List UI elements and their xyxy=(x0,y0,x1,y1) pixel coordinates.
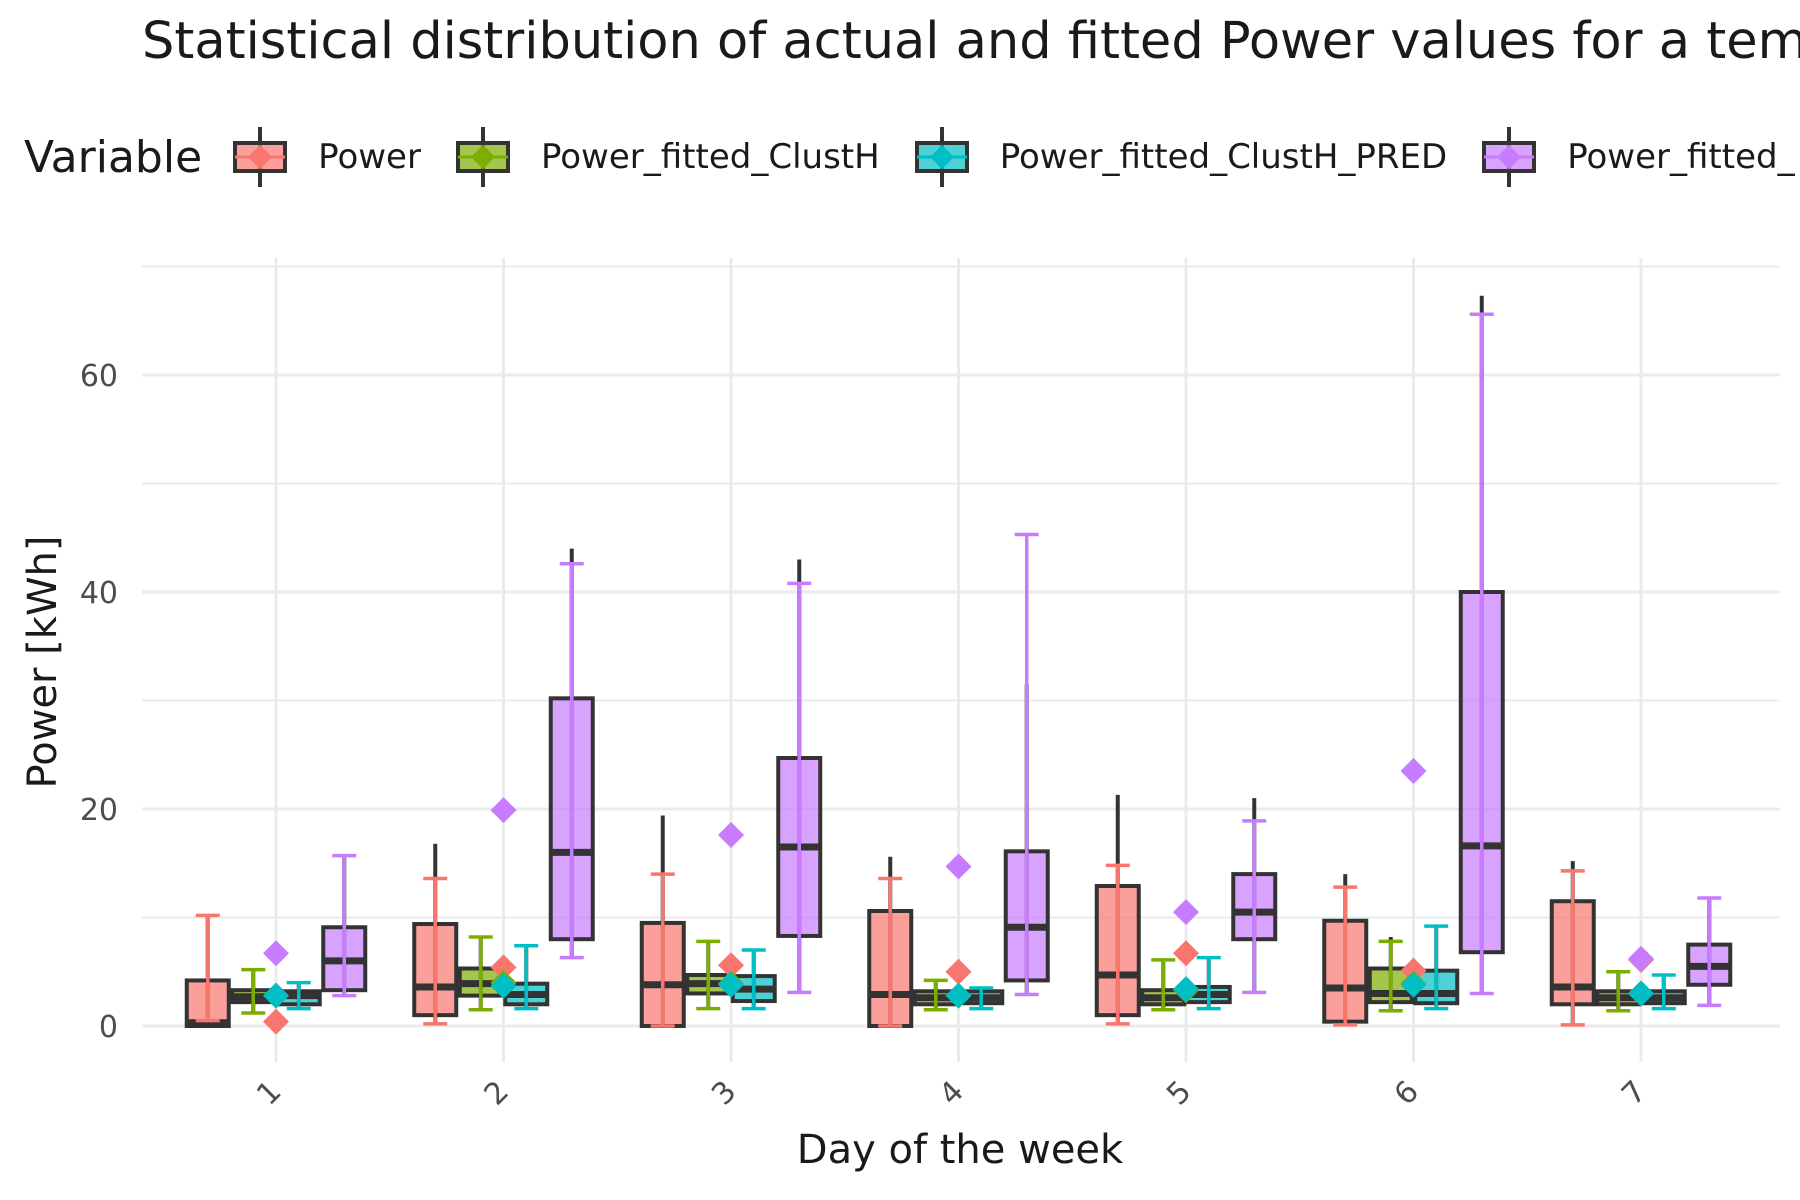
box-layer xyxy=(184,295,1733,1035)
legend-key xyxy=(233,127,288,187)
legend-item: Power_fitted_ xyxy=(1481,126,1795,188)
y-tick-label: 60 xyxy=(80,359,118,394)
mean-marker xyxy=(945,982,972,1009)
box-Power_fitted_ClustH_PRED-6 xyxy=(1413,924,1460,1011)
mean-marker xyxy=(1628,945,1654,972)
box-Power_fitted_-1 xyxy=(321,853,368,998)
mean-marker xyxy=(718,822,744,849)
box-Power_fitted_-7 xyxy=(1686,896,1733,1008)
mean-marker xyxy=(490,954,517,981)
mean-marker xyxy=(718,952,744,979)
box-Power-2 xyxy=(412,843,459,1026)
mean-marker xyxy=(1628,980,1654,1007)
box-Power_fitted_-2 xyxy=(548,548,595,960)
mean-marker xyxy=(490,972,517,999)
box-Power_fitted_-4 xyxy=(1003,532,1050,997)
box-Power-5 xyxy=(1094,794,1141,1026)
x-axis-title: Day of the week xyxy=(797,1127,1124,1173)
mean-marker xyxy=(490,797,517,824)
x-tick-label: 3 xyxy=(705,1074,743,1112)
legend-item: Power_fitted_ClustH_PRED xyxy=(914,126,1448,188)
box-Power_fitted_ClustH_PRED-5 xyxy=(1185,955,1232,1011)
mean-marker xyxy=(718,971,744,998)
legend-label: Power xyxy=(318,137,421,177)
mean-marker xyxy=(1400,957,1427,984)
box-Power_fitted_-5 xyxy=(1231,798,1278,995)
box-Power_fitted_ClustH_PRED-2 xyxy=(503,943,550,1011)
grid-lines xyxy=(142,258,1780,1062)
box-Power_fitted_-3 xyxy=(776,559,823,995)
legend-label: Power_fitted_ xyxy=(1567,137,1795,177)
y-tick-label: 0 xyxy=(99,1010,118,1045)
mean-marker xyxy=(1400,758,1427,785)
legend-items: Power Power_fitted_ClustH Power_fitted_Clu… xyxy=(232,126,1800,188)
x-tick-label: 7 xyxy=(1615,1074,1653,1112)
y-tick-label: 20 xyxy=(80,793,118,828)
x-tick-label: 6 xyxy=(1388,1074,1426,1112)
x-tick-label: 4 xyxy=(933,1074,971,1112)
box-Power_fitted_ClustH_PRED-3 xyxy=(730,948,777,1011)
mean-marker xyxy=(945,958,972,985)
mean-marker xyxy=(1173,976,1199,1003)
y-axis-title: Power [kWh] xyxy=(20,536,66,789)
legend: Variable Power Power_fitted_ClustH Power_f… xyxy=(24,122,1800,192)
legend-key xyxy=(455,127,510,187)
chart-title: Statistical distribution of actual and f… xyxy=(142,12,1800,71)
mean-marker xyxy=(1173,899,1199,926)
box-Power_fitted_ClustH-5 xyxy=(1140,958,1187,1012)
box-Power_fitted_ClustH-2 xyxy=(457,935,504,1012)
mean-marker xyxy=(1400,971,1427,998)
legend-title: Variable xyxy=(24,131,203,183)
x-tick-label: 5 xyxy=(1160,1074,1198,1112)
legend-label: Power_fitted_ClustH_PRED xyxy=(999,137,1448,177)
box-Power_fitted_ClustH-3 xyxy=(685,939,732,1011)
box-Power-4 xyxy=(867,856,914,1028)
legend-item: Power xyxy=(232,126,421,188)
box-Power_fitted_ClustH_PRED-7 xyxy=(1640,973,1687,1011)
mean-marker xyxy=(945,853,972,880)
x-tick-label: 2 xyxy=(478,1074,516,1112)
legend-key xyxy=(914,127,969,187)
legend-key xyxy=(1482,127,1537,187)
legend-item: Power_fitted_ClustH xyxy=(455,126,880,188)
mean-marker xyxy=(1173,940,1199,967)
box-Power-3 xyxy=(639,815,686,1028)
box-Power_fitted_-6 xyxy=(1458,295,1505,996)
y-tick-label: 40 xyxy=(80,576,118,611)
legend-label: Power_fitted_ClustH xyxy=(540,137,880,177)
box-Power_fitted_ClustH-4 xyxy=(912,978,959,1012)
box-Power-1 xyxy=(184,913,231,1028)
mean-marker xyxy=(263,940,289,967)
box-Power-6 xyxy=(1322,874,1369,1027)
box-Power-7 xyxy=(1549,861,1596,1027)
mean-marker xyxy=(263,1008,289,1035)
mean-marker xyxy=(263,982,289,1009)
x-tick-label: 1 xyxy=(250,1074,288,1112)
